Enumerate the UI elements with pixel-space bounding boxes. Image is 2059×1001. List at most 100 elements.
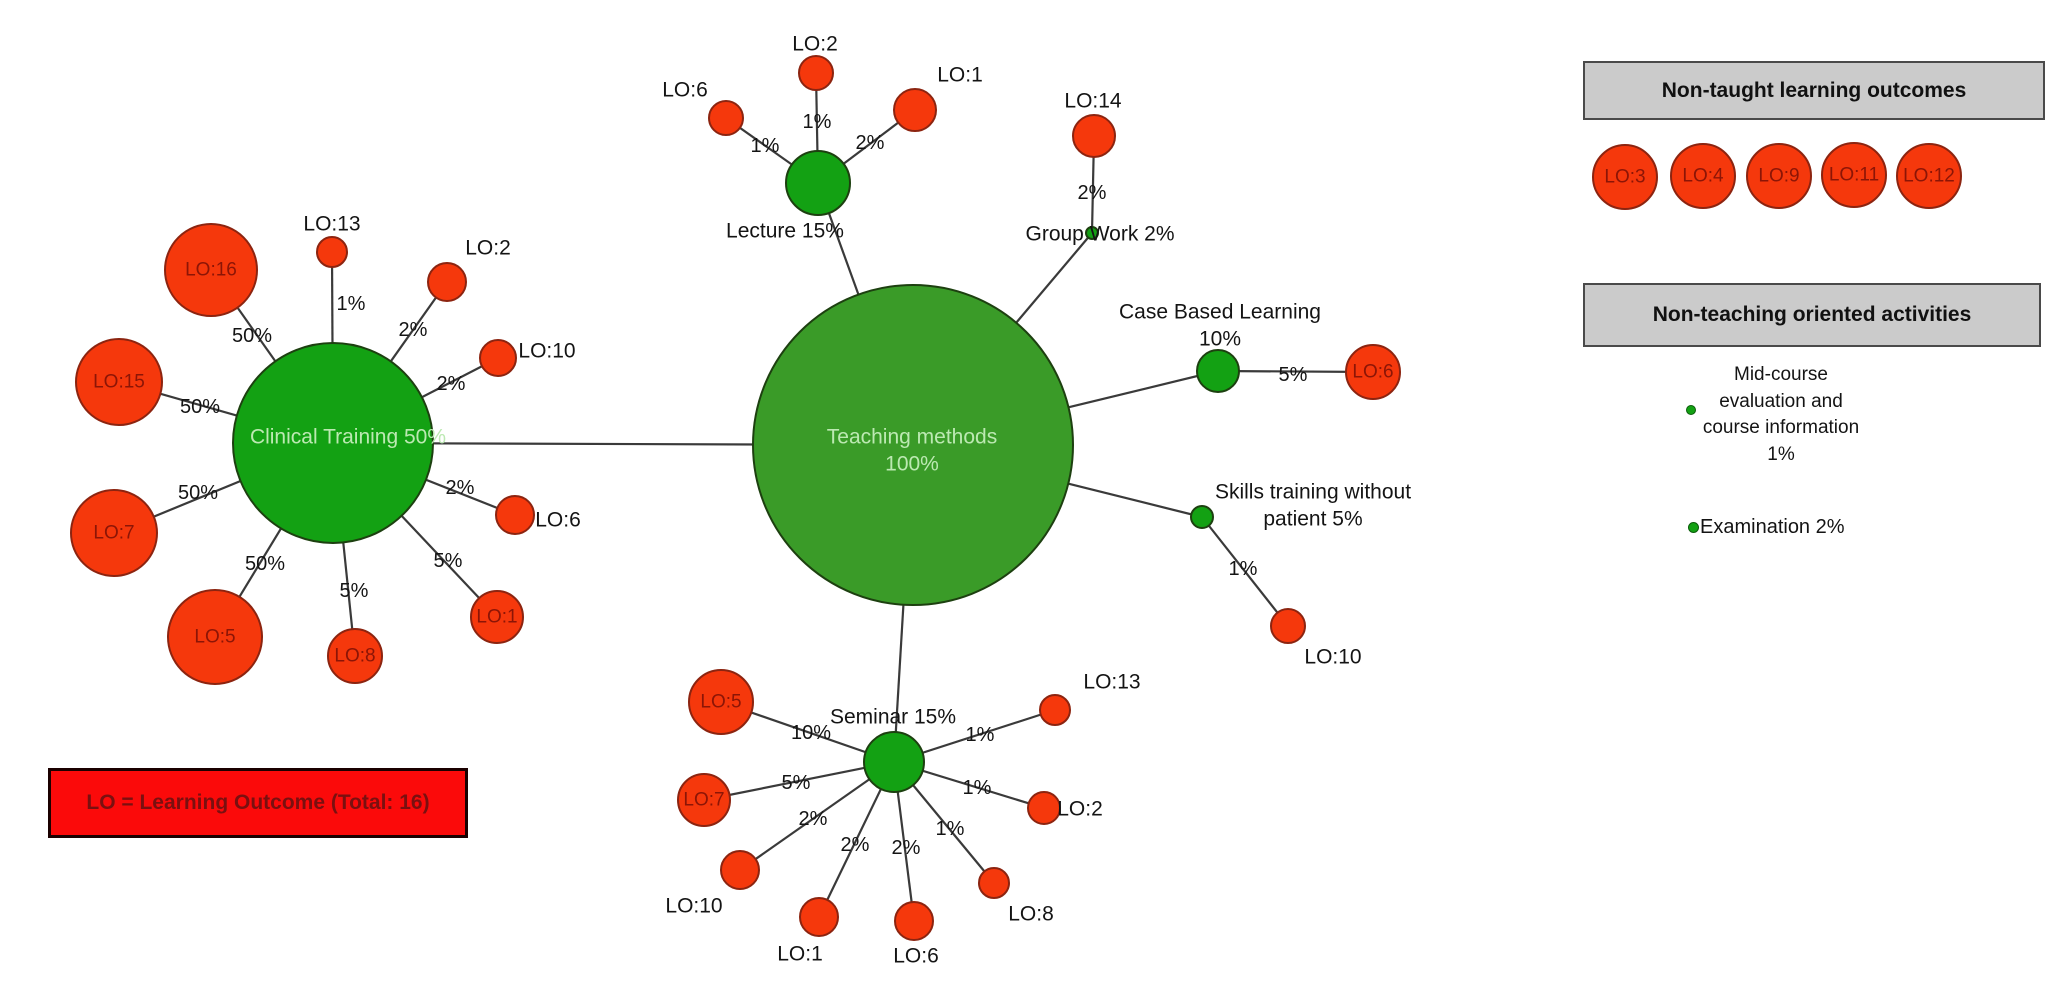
seminar-label: Seminar 15% [830,706,956,729]
lo-legend-box: LO = Learning Outcome (Total: 16) [48,768,468,838]
outcome-label-clinical-lo10: LO:10 [518,340,575,363]
midcourse-evaluation-dot [1686,405,1696,415]
outcome-label-seminar-lo1: LO:1 [777,943,823,966]
pct-clinical-lo8: 5% [340,580,369,602]
teaching-methods-title: Teaching methods [827,426,997,449]
node-c1 [470,590,524,644]
midcourse-evaluation-label: Mid-course evaluation and course informa… [1702,364,1860,465]
pct-clinical-lo10: 2% [437,373,466,395]
pct-seminar-lo5: 10% [791,722,831,744]
node-seminar [863,731,925,793]
cbl-label-line2: 10% [1199,328,1241,351]
pct-groupwork-lo14: 2% [1078,182,1107,204]
skills-label-line2: patient 5% [1263,508,1362,531]
node-cbl [1196,349,1240,393]
node-clinical [232,342,434,544]
outcome-label-lecture-lo2: LO:2 [792,33,838,56]
outcome-label-seminar-lo7: LO:7 [683,790,724,811]
outcome-label-clinical-lo8: LO:8 [334,646,375,667]
outcome-label-panel-lo9: LO:9 [1758,166,1799,187]
node-p3 [1592,144,1658,210]
node-m13 [1039,694,1071,726]
teaching-methods-pct: 100% [885,453,939,476]
node-skills [1190,505,1214,529]
outcome-label-cbl-lo6: LO:6 [1352,362,1393,383]
node-p9 [1746,143,1812,209]
pct-clinical-lo7: 50% [178,482,218,504]
edge-seminar-m7 [703,760,895,802]
node-l6 [708,100,744,136]
outcome-label-skills-lo10: LO:10 [1304,646,1361,669]
node-p12 [1896,143,1962,209]
skills-label-line1: Skills training without [1215,481,1411,504]
outcome-label-seminar-lo13: LO:13 [1083,671,1140,694]
outcome-label-panel-lo4: LO:4 [1682,166,1724,187]
node-c2 [427,262,467,302]
node-l1 [893,88,937,132]
outcome-label-clinical-lo5: LO:5 [194,627,235,648]
pct-seminar-lo10: 2% [799,808,828,830]
node-c16 [164,223,258,317]
outcome-label-seminar-lo5: LO:5 [700,692,741,713]
node-m5 [688,669,754,735]
examination-item: Examination 2% [1688,516,1845,539]
pct-seminar-lo7: 5% [782,772,811,794]
pct-clinical-lo2: 2% [399,319,428,341]
non-taught-outcomes-header: Non-taught learning outcomes [1583,61,2045,120]
outcome-label-panel-lo12: LO:12 [1903,166,1955,187]
node-l2 [798,55,834,91]
outcome-label-clinical-lo15: LO:15 [93,372,145,393]
clinical-training-label: Clinical Training 50% [250,426,446,449]
node-groupwork [1085,226,1099,240]
outcome-label-seminar-lo2: LO:2 [1057,798,1103,821]
node-m10 [720,850,760,890]
pct-seminar-lo1: 2% [841,834,870,856]
pct-lecture-lo2: 1% [803,111,832,133]
node-m8 [978,867,1010,899]
node-lecture [785,150,851,216]
pct-lecture-lo6: 1% [751,135,780,157]
lecture-label: Lecture 15% [726,220,844,243]
pct-seminar-lo6: 2% [892,837,921,859]
outcome-label-clinical-lo1: LO:1 [476,607,517,628]
outcome-label-panel-lo3: LO:3 [1604,167,1645,188]
pct-seminar-lo2: 1% [963,777,992,799]
outcome-label-clinical-lo7: LO:7 [93,523,134,544]
node-c8 [327,628,383,684]
outcome-label-clinical-lo13: LO:13 [303,213,360,236]
pct-clinical-lo15: 50% [180,396,220,418]
edge-seminar-m10 [739,761,895,871]
pct-lecture-lo1: 2% [856,132,885,154]
node-p11 [1821,142,1887,208]
examination-label: Examination 2% [1700,516,1845,538]
node-c13 [316,236,348,268]
outcome-label-lecture-lo6: LO:6 [662,79,708,102]
node-c6 [495,495,535,535]
cbl-label-line1: Case Based Learning [1119,301,1321,324]
node-m7 [677,773,731,827]
node-s10 [1270,608,1306,644]
outcome-label-seminar-lo10: LO:10 [665,895,722,918]
outcome-label-clinical-lo6: LO:6 [535,509,581,532]
node-tm [752,284,1074,606]
pct-cbl-lo6: 5% [1279,364,1308,386]
outcome-label-seminar-lo8: LO:8 [1008,903,1054,926]
lo-legend-text: LO = Learning Outcome (Total: 16) [86,791,430,814]
node-m1 [799,897,839,937]
outcome-label-clinical-lo16: LO:16 [185,260,237,281]
outcome-label-seminar-lo6: LO:6 [893,945,939,968]
pct-seminar-lo8: 1% [936,818,965,840]
node-c15 [75,338,163,426]
non-teaching-activities-header: Non-teaching oriented activities [1583,283,2041,347]
node-p4 [1670,143,1736,209]
pct-clinical-lo16: 50% [232,325,272,347]
pct-skills-lo10: 1% [1229,558,1258,580]
node-m2 [1027,791,1061,825]
node-g14 [1072,114,1116,158]
node-b6 [1345,344,1401,400]
groupwork-label: Group Work 2% [1026,223,1175,246]
pct-clinical-lo6: 2% [446,477,475,499]
node-c5 [167,589,263,685]
